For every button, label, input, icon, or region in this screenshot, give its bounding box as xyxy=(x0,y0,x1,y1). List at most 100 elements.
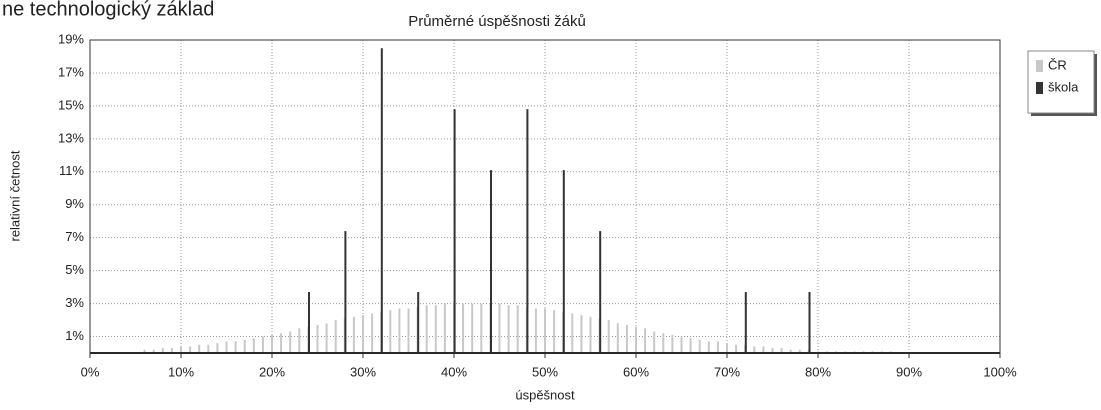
bar xyxy=(308,292,310,353)
bar xyxy=(143,349,146,353)
bar xyxy=(780,348,783,353)
y-tick-label: 15% xyxy=(58,97,84,112)
legend-label: škola xyxy=(1048,79,1079,94)
bar xyxy=(316,324,319,353)
bar xyxy=(716,341,719,353)
bar xyxy=(434,305,437,353)
legend-label: ČR xyxy=(1048,57,1067,72)
x-tick-label: 50% xyxy=(532,364,558,379)
bar xyxy=(480,303,483,353)
bar xyxy=(762,346,765,353)
bar xyxy=(380,48,383,353)
bar xyxy=(352,316,355,353)
bar xyxy=(453,109,456,353)
bar xyxy=(271,334,273,353)
bar xyxy=(798,349,801,353)
bar xyxy=(152,349,155,353)
bar xyxy=(325,323,328,353)
bar xyxy=(635,326,637,353)
x-tick-label: 0% xyxy=(81,364,100,379)
bar xyxy=(180,346,182,353)
bar xyxy=(607,320,610,353)
legend-swatch xyxy=(1036,82,1043,94)
bar xyxy=(198,344,201,353)
x-tick-label: 60% xyxy=(623,364,649,379)
y-tick-label: 11% xyxy=(59,163,84,178)
bar xyxy=(698,339,701,353)
bar xyxy=(571,313,574,353)
bar xyxy=(398,308,401,353)
bar xyxy=(225,341,228,353)
x-tick-label: 100% xyxy=(983,364,1017,379)
bar xyxy=(407,308,410,353)
y-tick-label: 19% xyxy=(58,31,84,46)
bar xyxy=(344,231,347,353)
bar xyxy=(490,170,492,353)
bar xyxy=(671,334,674,353)
y-axis-label: relativní četnost xyxy=(7,150,22,241)
bar xyxy=(562,170,565,353)
bar xyxy=(417,292,420,353)
bar xyxy=(425,305,428,353)
x-tick-label: 80% xyxy=(805,364,831,379)
bar xyxy=(334,320,337,353)
y-tick-label: 7% xyxy=(65,229,84,244)
y-tick-label: 3% xyxy=(65,295,84,310)
bar xyxy=(516,305,519,353)
bar xyxy=(534,308,537,353)
bar xyxy=(362,315,364,353)
bar xyxy=(280,333,283,353)
bar xyxy=(170,348,173,353)
bar xyxy=(189,346,192,353)
bar xyxy=(744,292,747,353)
plot-frame xyxy=(89,39,1001,354)
x-tick-label: 20% xyxy=(259,364,285,379)
bar xyxy=(207,344,210,353)
x-tick-label: 70% xyxy=(714,364,740,379)
bar xyxy=(689,338,692,353)
bar xyxy=(243,339,246,353)
y-tick-label: 13% xyxy=(58,130,84,145)
bar xyxy=(498,303,501,353)
bar xyxy=(471,303,474,353)
bar xyxy=(252,338,255,353)
bar xyxy=(644,328,647,353)
x-axis-label: úspěšnost xyxy=(515,387,575,402)
y-tick-label: 5% xyxy=(65,262,84,277)
x-tick-label: 30% xyxy=(350,364,376,379)
x-tick-label: 10% xyxy=(168,364,194,379)
bar xyxy=(771,348,774,353)
bar xyxy=(526,109,529,353)
bar xyxy=(216,343,219,353)
x-tick-label: 40% xyxy=(441,364,467,379)
bar xyxy=(726,343,728,353)
bar xyxy=(653,331,656,353)
bar xyxy=(789,349,792,353)
y-tick-label: 17% xyxy=(58,64,84,79)
legend-swatch xyxy=(1036,60,1043,72)
bar xyxy=(707,341,710,353)
bar xyxy=(234,341,237,353)
y-tick-label: 9% xyxy=(65,196,84,211)
bar xyxy=(680,336,683,353)
chart-title: Průměrné úspěšnosti žáků xyxy=(408,13,586,30)
bar xyxy=(808,292,811,353)
x-tick-label: 90% xyxy=(896,364,922,379)
bar xyxy=(553,310,556,353)
bar xyxy=(298,328,301,353)
bar xyxy=(389,310,392,353)
bar xyxy=(662,333,665,353)
bar xyxy=(580,315,583,353)
bar xyxy=(544,308,546,353)
bar xyxy=(443,303,446,353)
bar xyxy=(753,346,756,353)
bar xyxy=(599,231,602,353)
bar xyxy=(371,313,374,353)
bar xyxy=(161,348,164,353)
bar xyxy=(289,331,292,353)
bar xyxy=(735,344,738,353)
page-heading: ne technologický základ xyxy=(2,0,214,20)
bar xyxy=(616,323,619,353)
